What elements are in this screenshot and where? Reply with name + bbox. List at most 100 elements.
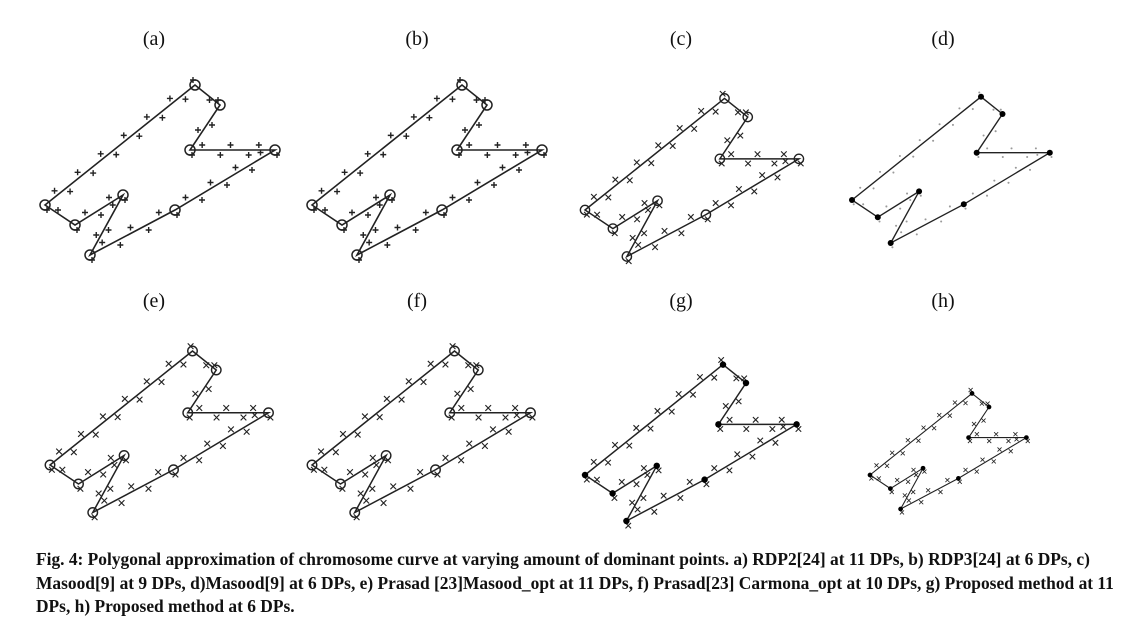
dominant-point (1046, 149, 1053, 156)
contour-mark (484, 404, 492, 412)
contour-mark (145, 227, 152, 233)
contour-mark (249, 404, 257, 412)
contour-mark (872, 187, 875, 190)
contour-mark (369, 485, 376, 493)
contour-mark (426, 114, 433, 121)
contour-mark (647, 425, 654, 432)
dominant-point (430, 464, 441, 476)
contour-mark (205, 385, 212, 393)
dominant-point (701, 476, 708, 483)
dominant-point (609, 490, 616, 497)
contour-mark (232, 164, 239, 171)
contour-mark (394, 224, 401, 231)
dominant-point (742, 111, 754, 123)
contour-mark (476, 122, 482, 128)
contour-mark (986, 147, 989, 150)
contour-mark (971, 192, 974, 195)
contour-mark (911, 467, 916, 473)
contour-mark (892, 171, 895, 174)
contour-mark (380, 151, 387, 158)
approximation-polygon (869, 392, 1029, 511)
dominant-point (263, 407, 274, 419)
panel-a (39, 77, 281, 263)
contour-mark (711, 374, 718, 381)
contour-mark (422, 209, 429, 216)
contour-mark (991, 459, 997, 464)
contour-mark (628, 499, 636, 506)
contour-mark (958, 107, 961, 110)
panel-label-h: (h) (931, 290, 955, 312)
contour-mark (757, 437, 764, 444)
dominant-point (867, 472, 873, 478)
contour-mark (433, 95, 440, 102)
approximation-polygon (310, 83, 545, 257)
contour-mark (458, 404, 465, 412)
contour-mark (77, 430, 85, 438)
contour-mark (604, 459, 612, 466)
contour-mark (384, 242, 391, 248)
contour-mark (884, 463, 890, 469)
contour-mark (981, 418, 986, 423)
dominant-point (117, 189, 129, 201)
dominant-point (700, 209, 712, 220)
contour-mark (947, 413, 953, 418)
contour-mark (449, 194, 456, 201)
contour-mark (859, 186, 862, 189)
dominant-point (999, 110, 1006, 118)
dominant-point (848, 196, 856, 204)
contour-mark (689, 391, 697, 398)
contour-mark (462, 127, 468, 133)
figure-caption: Fig. 4: Polygonal approximation of chrom… (36, 549, 1114, 616)
contour-mark (626, 177, 633, 184)
dominant-point (525, 407, 536, 419)
contour-mark (771, 160, 778, 167)
dominant-point (969, 391, 975, 396)
contour-mark (924, 218, 927, 221)
dominant-point (73, 478, 84, 490)
contour-mark (207, 179, 214, 186)
contour-mark (55, 207, 61, 213)
contour-mark (752, 416, 759, 423)
contour-mark (1028, 168, 1032, 171)
contour-mark (1008, 448, 1014, 454)
contour-mark (852, 203, 855, 206)
approximation-polygon (583, 363, 800, 523)
contour-mark (106, 194, 112, 201)
contour-mark (199, 197, 205, 203)
dominant-point (621, 251, 633, 262)
contour-mark (906, 498, 912, 503)
contour-mark (994, 130, 997, 133)
dominant-point (210, 364, 222, 376)
dominant-point (874, 214, 881, 221)
dominant-point (349, 507, 361, 518)
contour-mark (213, 414, 220, 421)
dominant-point (719, 93, 730, 104)
contour-mark (383, 395, 391, 403)
contour-mark (900, 231, 903, 234)
contour-mark (1006, 438, 1011, 444)
contour-mark (512, 152, 519, 158)
contour-mark (107, 485, 114, 493)
contour-mark (407, 485, 414, 493)
contour-mark (938, 489, 943, 495)
contour-mark (243, 428, 250, 436)
dominant-point (306, 459, 318, 471)
dominant-point (189, 79, 201, 91)
contour-mark (675, 390, 682, 398)
contour-mark (467, 385, 474, 393)
contour-mark (915, 233, 918, 236)
contour-mark (166, 95, 173, 102)
contour-mark (963, 400, 968, 406)
contour-mark (209, 122, 215, 128)
contour-mark (977, 155, 980, 159)
dominant-point (986, 404, 992, 410)
contour-mark (997, 447, 1002, 452)
contour-mark (442, 361, 449, 368)
dominant-point (449, 345, 460, 357)
contour-mark (605, 194, 612, 201)
panel-label-g: (g) (669, 290, 693, 312)
contour-mark (84, 468, 92, 476)
contour-mark (735, 185, 743, 193)
contour-mark (95, 490, 102, 497)
contour-mark (117, 242, 124, 248)
